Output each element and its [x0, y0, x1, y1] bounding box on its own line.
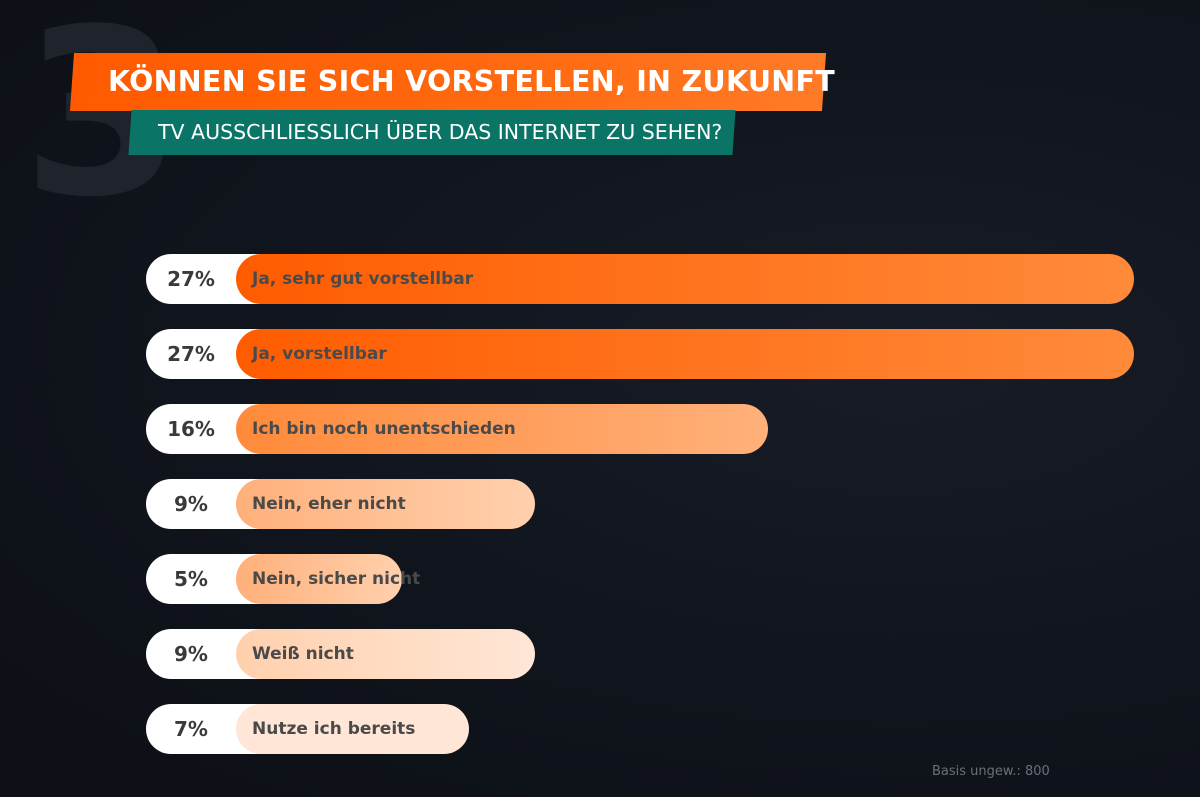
bar	[236, 704, 469, 754]
value-label: 27%	[167, 342, 215, 366]
value-label: 16%	[167, 417, 215, 441]
value-label: 27%	[167, 267, 215, 291]
value-label: 9%	[174, 492, 208, 516]
category-label: Nein, sicher nicht	[252, 569, 421, 589]
value-label: 9%	[174, 642, 208, 666]
category-label: Nutze ich bereits	[252, 719, 416, 739]
value-label: 7%	[174, 717, 208, 741]
category-label: Weiß nicht	[252, 644, 354, 664]
bar	[236, 404, 769, 454]
category-label: Ich bin noch unentschieden	[252, 419, 516, 439]
bar	[236, 629, 536, 679]
sample-base-note: Basis ungew.: 800	[932, 764, 1050, 779]
bar	[236, 479, 536, 529]
category-label: Ja, vorstellbar	[252, 344, 387, 364]
category-label: Nein, eher nicht	[252, 494, 406, 514]
category-label: Ja, sehr gut vorstellbar	[252, 269, 474, 289]
chart-subtitle: TV AUSSCHLIESSLICH ÜBER DAS INTERNET ZU …	[158, 120, 723, 144]
bar	[236, 554, 403, 604]
bar	[236, 329, 1134, 379]
chart-title: KÖNNEN SIE SICH VORSTELLEN, IN ZUKUNFT	[108, 65, 835, 98]
value-label: 5%	[174, 567, 208, 591]
bar	[236, 254, 1134, 304]
